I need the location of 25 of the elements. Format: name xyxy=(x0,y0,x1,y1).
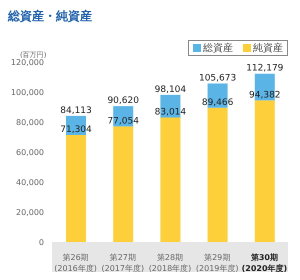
y-tick-label: 100,000 xyxy=(10,88,44,97)
x-tick-label: 第27期 (2017年度) xyxy=(101,253,144,273)
x-tick-label: 第28期 (2018年度) xyxy=(148,253,192,273)
chart-title: 総資産・純資産 xyxy=(8,8,93,25)
y-tick-label: 0 xyxy=(38,238,44,247)
legend-label: 総資産 xyxy=(202,42,233,55)
bar xyxy=(113,126,134,242)
legend-label: 純資産 xyxy=(252,42,283,55)
y-tick-label: 40,000 xyxy=(16,178,44,187)
x-tick-label: 第26期 (2016年度) xyxy=(54,253,97,273)
total-label: 98,104 xyxy=(154,84,186,95)
x-tick-label: 第29期 (2019年度) xyxy=(196,253,239,273)
x-tick-label: 第30期 (2020年度) xyxy=(242,253,288,273)
total-label: 90,620 xyxy=(107,96,140,106)
y-tick-label: 60,000 xyxy=(16,148,44,157)
bar xyxy=(208,108,228,242)
bar xyxy=(160,117,180,242)
y-tick-label: 20,000 xyxy=(16,208,44,217)
total-label: 84,113 xyxy=(60,106,92,116)
y-tick-label: 80,000 xyxy=(16,118,44,127)
total-label: 112,179 xyxy=(246,64,284,74)
bar xyxy=(254,100,275,242)
y-tick-label: 120,000 xyxy=(10,58,44,67)
bar xyxy=(66,135,86,242)
total-label: 105,673 xyxy=(198,73,236,84)
